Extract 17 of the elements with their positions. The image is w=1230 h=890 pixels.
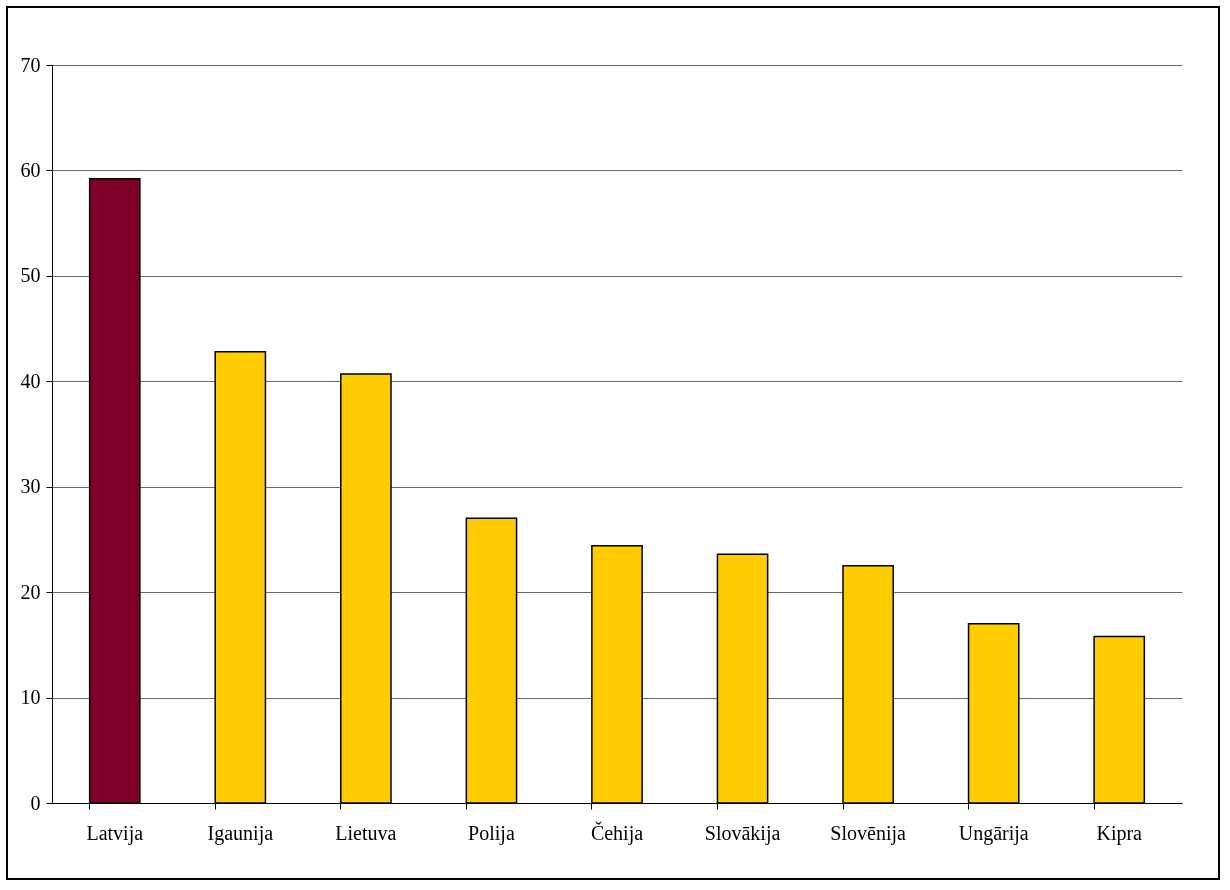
x-tick-label: Igaunija: [207, 821, 274, 845]
x-tick-label: Kipra: [1096, 821, 1143, 845]
x-tick-label: Slovēnija: [830, 821, 907, 845]
y-tick-label: 50: [20, 264, 41, 287]
y-tick-label: 0: [30, 791, 41, 814]
x-tick-label: Latvija: [86, 821, 144, 845]
x-tick-label: Ungārija: [958, 821, 1029, 845]
y-tick-label: 20: [20, 580, 41, 603]
y-tick-label: 40: [20, 369, 41, 392]
y-tick-label: 30: [20, 475, 41, 498]
y-tick-label: 70: [20, 53, 41, 76]
x-tick-label: Lietuva: [335, 821, 397, 844]
x-tick-label: Slovākija: [704, 821, 781, 845]
y-tick-label: 10: [20, 686, 41, 709]
y-tick-label: 60: [20, 158, 41, 181]
x-tick-label: Polija: [468, 821, 515, 845]
x-tick-label: Čehija: [590, 820, 644, 845]
